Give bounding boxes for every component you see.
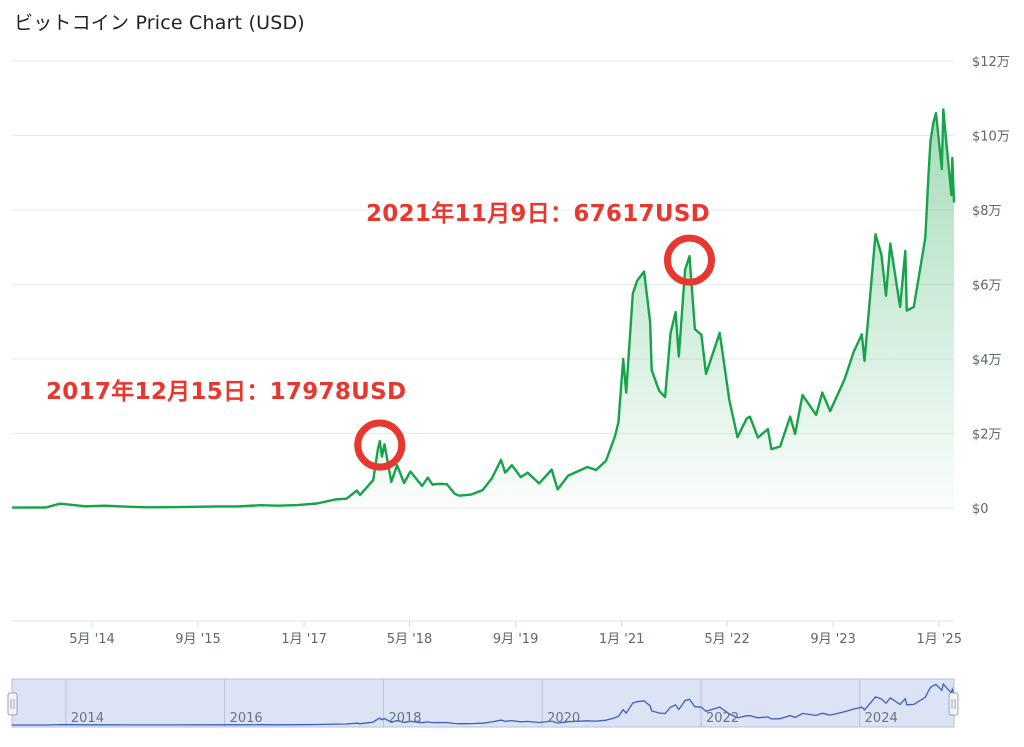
x-tick-label: 1月 '25 [916,632,962,647]
y-tick-label: $8万 [972,204,1002,219]
y-tick-label: $6万 [972,279,1002,294]
x-axis-ticks: 5月 '14 9月 '15 1月 '17 5月 '18 9月 '19 1月 '21 5月 '… [69,621,962,647]
y-tick-label: $0 [972,502,989,517]
navigator-right-handle[interactable] [948,692,959,716]
x-tick-label: 9月 '15 [175,632,221,647]
navigator-year-labels: 2014 2016 2018 2020 2022 2024 [71,711,898,726]
price-area-fill [12,109,954,509]
range-navigator[interactable]: 2014 2016 2018 2020 2022 2024 [7,678,959,728]
navigator-year-label: 2020 [547,711,580,726]
y-tick-label: $10万 [972,130,1010,145]
annotation-2017-peak: 2017年12月15日：17978USD [46,379,407,405]
navigator-year-label: 2018 [388,711,421,726]
navigator-year-label: 2014 [71,711,104,726]
x-tick-label: 5月 '14 [69,632,115,647]
x-tick-label: 5月 '18 [387,632,433,647]
peak-marker-circle [354,419,406,471]
annotation-2021-peak: 2021年11月9日：67617USD [366,201,711,227]
navigator-year-label: 2016 [230,711,263,726]
navigator-price-line [12,682,955,726]
annotation-markers [354,234,715,471]
x-tick-label: 1月 '17 [281,632,327,647]
x-tick-label: 1月 '21 [599,632,645,647]
peak-marker-circle [663,234,715,286]
y-axis-ticks: $0 $2万 $4万 $6万 $8万 $10万 $12万 [972,55,1010,517]
chart-title: ビットコイン Price Chart (USD) [14,12,305,34]
x-tick-label: 9月 '23 [810,632,856,647]
x-tick-label: 5月 '22 [704,632,750,647]
x-tick-label: 9月 '19 [493,632,539,647]
y-tick-label: $2万 [972,428,1002,443]
navigator-year-label: 2024 [865,711,898,726]
gridlines [12,60,954,622]
y-tick-label: $4万 [972,353,1002,368]
navigator-left-handle[interactable] [7,692,18,716]
y-tick-label: $12万 [972,55,1010,70]
navigator-year-label: 2022 [706,711,739,726]
navigator-background [11,678,955,728]
price-line[interactable] [11,108,956,509]
